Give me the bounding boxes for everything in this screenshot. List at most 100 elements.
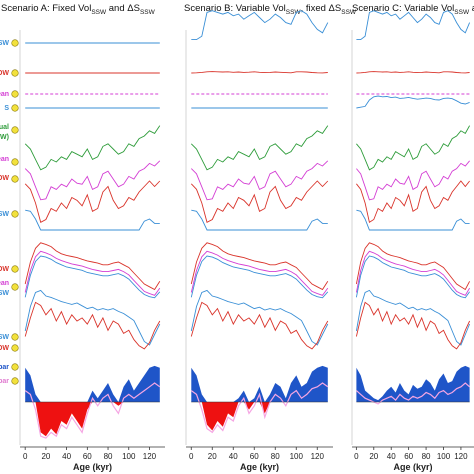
series-line [190,289,329,346]
x-tick-label: 20 [41,452,50,461]
series-line [24,289,161,346]
row-label: SSW [0,40,9,47]
dbar-negative-fill [25,402,160,437]
series-line [191,209,328,231]
panel-title: Scenario C: Variable VolSSW and [352,3,474,16]
row-marker [11,333,19,341]
series-line [24,160,161,201]
series-line [355,255,470,299]
series-line [355,289,471,346]
panel-titles: Scenario A: Fixed VolSSW and ΔSSSW Scenar… [1,3,474,16]
row-labels: SSW ΔADW ean Sdual xcept SSW) ean DW -SW DW ean -S… [0,39,19,385]
series-line [24,180,161,223]
row-label: S [4,105,9,112]
x-tick-label: 60 [404,452,413,461]
series-line [355,301,471,350]
row-marker [11,175,19,183]
row-label: -SW [0,211,9,218]
series-line [355,242,470,291]
x-axis-B: 0 20 40 60 80 100 120 Age (kyr) [186,446,333,472]
row-marker [11,210,19,218]
series-line [190,180,329,223]
panel-title: Scenario B: Variable VolSSW, fixed ΔSSSW [184,3,357,16]
series-line [25,209,160,231]
row-label: -SW [0,334,9,341]
row-label: ΔADW [0,70,9,77]
series-line [191,10,329,41]
x-axis-title: Age (kyr) [240,462,279,472]
x-tick-label: 0 [189,452,194,461]
x-tick-label: 80 [422,452,431,461]
x-tick-label: 120 [311,452,325,461]
row-label: ean [0,280,9,287]
row-marker [11,104,19,112]
x-tick-label: 40 [229,452,238,461]
series-line [24,125,161,171]
series-line [24,301,161,350]
row-label: DW [0,345,9,352]
x-tick-label: 40 [387,452,396,461]
x-tick-label: 20 [369,452,378,461]
x-tick-label: 120 [454,452,468,461]
series-line [355,250,470,296]
x-tick-label: 80 [104,452,113,461]
series-line [24,250,161,296]
series-line [190,242,329,291]
row-label: ean [0,156,9,163]
x-axis-A: 0 20 40 60 80 100 120 Age (kyr) [20,446,165,472]
x-tick-label: 80 [271,452,280,461]
series-line [190,250,329,296]
series-line [190,301,329,350]
dbar-positive-fill [356,365,470,402]
series-line [356,71,470,74]
row-marker [11,158,19,166]
dbar-negative-fill [191,402,328,431]
plot-panels [19,10,471,445]
row-marker [11,377,19,385]
dbar-positive-fill [25,365,160,402]
series-line [356,160,470,201]
series-line [356,125,470,171]
dbar-pink-line [356,382,470,405]
x-tick-label: 0 [23,452,28,461]
x-axis-title: Age (kyr) [393,462,432,472]
series-line [356,180,470,224]
x-tick-label: 100 [122,452,136,461]
row-marker [11,283,19,291]
panel-title: Scenario A: Fixed VolSSW and ΔSSSW [1,3,156,16]
row-label: xcept SSW) [0,134,9,141]
series-line [356,209,470,231]
row-marker [11,344,19,352]
series-line [24,242,161,291]
series-line [191,71,328,74]
panel-A [19,30,161,445]
x-tick-label: 120 [143,452,157,461]
series-line [356,10,471,41]
x-tick-label: 100 [437,452,451,461]
row-label: DW [0,266,9,273]
row-label: dbar [0,378,9,385]
row-marker [11,126,19,134]
row-label: dual [0,124,9,131]
row-marker [11,363,19,371]
x-tick-label: 20 [208,452,217,461]
row-label: dbar [0,364,9,371]
x-tick-label: 0 [354,452,359,461]
x-axis-C: 0 20 40 60 80 100 120 Age (kyr) [352,446,474,472]
row-marker [11,39,19,47]
row-label: -SW [0,290,9,297]
dbar-pink-line [190,382,329,434]
series-line [356,95,470,109]
row-marker [11,69,19,77]
panel-C [351,10,471,445]
series-line [24,255,161,299]
row-marker [11,265,19,273]
panel-B [185,10,329,445]
row-label: ean [0,91,9,98]
row-label: DW [0,175,9,182]
x-axis-title: Age (kyr) [73,462,112,472]
x-tick-label: 60 [250,452,259,461]
x-tick-label: 40 [62,452,71,461]
